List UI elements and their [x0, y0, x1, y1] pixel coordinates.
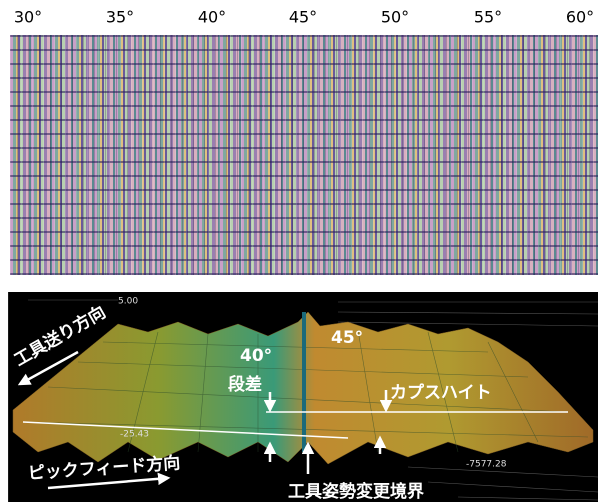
annotation: 45°	[331, 328, 363, 348]
figure: 30° 35° 40° 45° 50° 55° 60° 5.0	[0, 0, 606, 502]
micrograph	[10, 35, 598, 275]
scale-label: 35°	[106, 8, 134, 27]
axis-label: -25.43	[120, 430, 149, 440]
axis-label: -7577.28	[466, 460, 507, 470]
scale-label: 30°	[14, 8, 42, 27]
angle-scale: 30° 35° 40° 45° 50° 55° 60°	[0, 0, 606, 34]
scale-label: 45°	[289, 8, 317, 27]
surface-plot: 5.00 -25.43 -7577.28 工具送り方向 40° 45° 段差 カ…	[8, 292, 598, 502]
scale-label: 55°	[474, 8, 502, 27]
annotation: カプスハイト	[390, 382, 492, 403]
annotation: 段差	[228, 374, 262, 395]
annotation: 40°	[240, 346, 272, 366]
scale-label: 40°	[198, 8, 226, 27]
scale-label: 50°	[381, 8, 409, 27]
annotation: 工具姿勢変更境界	[288, 481, 424, 502]
scale-label: 60°	[566, 8, 594, 27]
axis-label: 5.00	[118, 297, 138, 307]
